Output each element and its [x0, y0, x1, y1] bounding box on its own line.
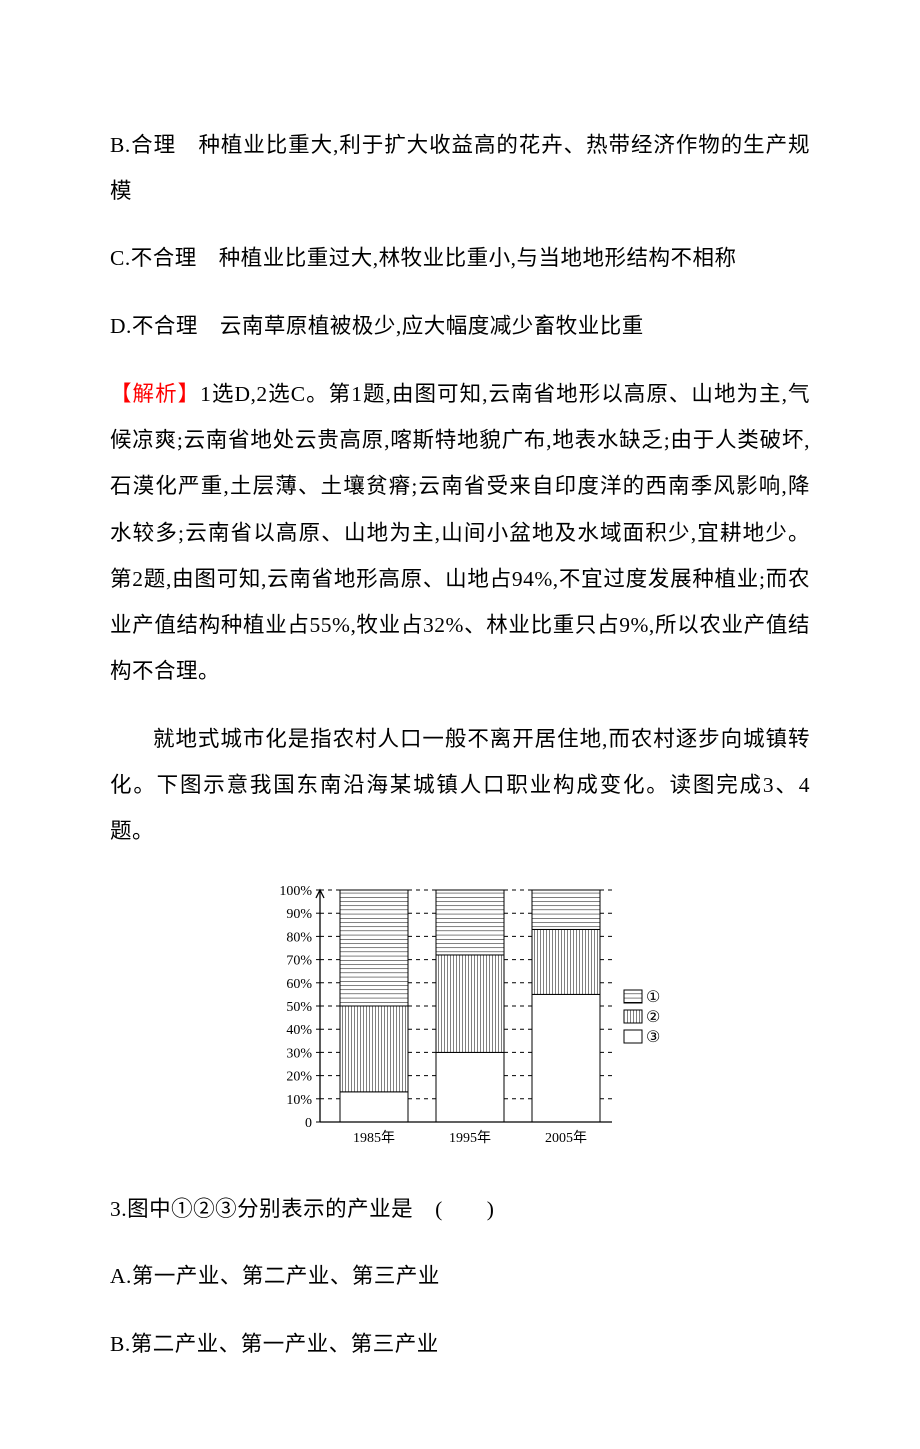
passage-2: 就地式城市化是指农村人口一般不离开居住地,而农村逐步向城镇转化。下图示意我国东南…: [110, 716, 810, 855]
svg-text:1995年: 1995年: [449, 1130, 491, 1146]
option-d: D.不合理 云南草原植被极少,应大幅度减少畜牧业比重: [110, 303, 810, 349]
svg-text:70%: 70%: [286, 954, 312, 969]
svg-text:100%: 100%: [279, 884, 312, 899]
svg-text:0: 0: [305, 1116, 312, 1131]
q3-option-a: A.第一产业、第二产业、第三产业: [110, 1253, 810, 1299]
svg-text:2005年: 2005年: [545, 1130, 587, 1146]
svg-text:90%: 90%: [286, 907, 312, 922]
option-b: B.合理 种植业比重大,利于扩大收益高的花卉、热带经济作物的生产规模: [110, 122, 810, 214]
analysis-text: 1选D,2选C。第1题,由图可知,云南省地形以高原、山地为主,气候凉爽;云南省地…: [110, 382, 810, 683]
stacked-bar-chart: 1985年 1995年 2005年 0 10% 20% 30% 40% 50% 60% 70% 80%…: [110, 876, 810, 1164]
svg-text:50%: 50%: [286, 1000, 312, 1015]
svg-text:②: ②: [646, 1009, 660, 1026]
option-c: C.不合理 种植业比重过大,林牧业比重小,与当地地形结构不相称: [110, 235, 810, 281]
q3-stem: 3.图中①②③分别表示的产业是 ( ): [110, 1186, 810, 1232]
analysis: 【解析】1选D,2选C。第1题,由图可知,云南省地形以高原、山地为主,气候凉爽;…: [110, 371, 810, 695]
q3-option-b: B.第二产业、第一产业、第三产业: [110, 1321, 810, 1367]
svg-text:③: ③: [646, 1029, 660, 1046]
svg-text:30%: 30%: [286, 1046, 312, 1061]
svg-text:40%: 40%: [286, 1023, 312, 1038]
svg-text:20%: 20%: [286, 1070, 312, 1085]
svg-text:1985年: 1985年: [353, 1130, 395, 1146]
svg-text:10%: 10%: [286, 1093, 312, 1108]
svg-text:①: ①: [646, 989, 660, 1006]
analysis-label: 【解析】: [110, 382, 200, 406]
svg-text:80%: 80%: [286, 930, 312, 945]
svg-text:60%: 60%: [286, 977, 312, 992]
